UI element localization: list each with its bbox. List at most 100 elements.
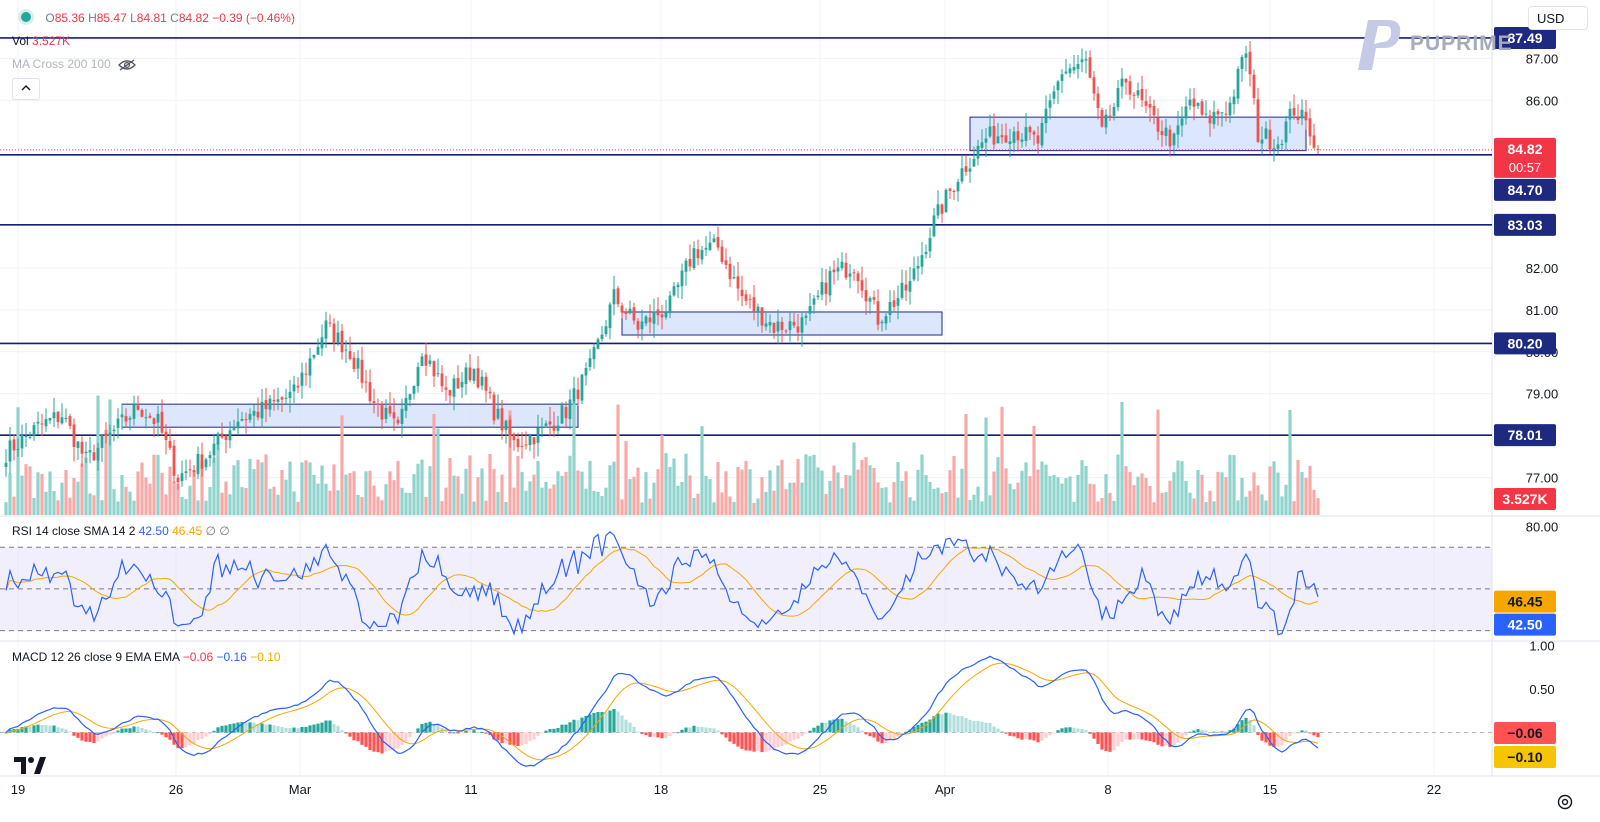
macd-histogram-bar <box>620 715 624 733</box>
macd-histogram-bar <box>88 732 92 742</box>
macd-histogram-bar <box>860 730 864 733</box>
macd-histogram-bar <box>284 727 288 733</box>
volume-bar <box>144 477 148 515</box>
volume-bar <box>748 469 752 515</box>
candle-body <box>1264 128 1268 139</box>
volume-bar <box>1176 460 1180 515</box>
volume-bar <box>692 497 696 515</box>
volume-bar <box>904 471 908 515</box>
candle-body <box>1132 94 1136 96</box>
candle-body <box>112 429 116 432</box>
volume-bar <box>116 501 120 515</box>
macd-histogram-bar <box>940 714 944 733</box>
time-tick-label: 11 <box>464 782 478 797</box>
candle-body <box>912 268 916 280</box>
macd-histogram-bar <box>1140 732 1144 740</box>
candle-body <box>1304 111 1308 121</box>
candle-body <box>452 378 456 397</box>
rsi-value-label: 42.50 <box>1507 617 1542 633</box>
macd-histogram-bar <box>720 732 724 735</box>
candle-body <box>932 215 936 237</box>
candle-body <box>652 311 656 324</box>
volume-bar <box>1028 476 1032 515</box>
candle-body <box>1288 108 1292 120</box>
volume-bar <box>528 481 532 515</box>
volume-bar <box>392 480 396 515</box>
macd-histogram-bar <box>224 725 228 733</box>
volume-value-label-bg <box>1494 488 1556 510</box>
tradingview-logo-icon[interactable] <box>14 754 46 776</box>
volume-bar <box>500 474 504 515</box>
macd-histogram-bar <box>268 724 272 733</box>
macd-histogram-bar <box>1044 732 1048 738</box>
macd-histogram-bar <box>672 732 676 734</box>
volume-bar <box>264 454 268 515</box>
volume-bar <box>1276 472 1280 515</box>
gear-icon[interactable] <box>1556 793 1574 811</box>
volume-bar <box>740 469 744 515</box>
volume-bar <box>276 494 280 515</box>
currency-selector[interactable]: USD <box>1528 6 1588 30</box>
candle-body <box>1192 98 1196 107</box>
macd-histogram-bar <box>412 732 416 734</box>
candle-body <box>884 316 888 324</box>
macd-histogram-bar <box>548 729 552 733</box>
macd-histogram-bar <box>288 728 292 733</box>
candle-body <box>212 443 216 456</box>
macd-histogram-bar <box>1216 731 1220 733</box>
candle-body <box>220 433 224 438</box>
volume-bar <box>92 495 96 515</box>
volume-bar <box>516 456 520 515</box>
eye-off-icon[interactable] <box>118 59 136 71</box>
candle-body <box>1052 91 1056 99</box>
volume-bar <box>424 496 428 515</box>
macd-histogram-bar <box>1064 727 1068 733</box>
horizontal-levels[interactable] <box>0 37 1492 436</box>
macd-histogram-bar <box>116 730 120 733</box>
volume-bar <box>1152 502 1156 515</box>
rsi-ma-value: 46.45 <box>172 524 203 538</box>
candle-body <box>732 277 736 279</box>
volume-bar <box>1200 474 1204 515</box>
macd-histogram-bar <box>616 711 620 733</box>
volume-bar <box>640 502 644 515</box>
macd-histogram-bar <box>1260 732 1264 741</box>
macd-histogram-bar <box>348 732 352 737</box>
volume-bar <box>936 487 940 515</box>
volume-bar <box>472 501 476 515</box>
candle-body <box>928 238 932 252</box>
macd-histogram-bar <box>876 732 880 742</box>
macd-signal-value: −0.10 <box>250 650 281 664</box>
macd-histogram-bar <box>1136 732 1140 739</box>
macd-histogram-bar <box>776 732 780 748</box>
candle-body <box>604 326 608 335</box>
volume-bar <box>204 500 208 515</box>
candle-body <box>344 349 348 351</box>
rsi-pane[interactable] <box>0 531 1492 636</box>
price-axis-labels: 87.49 83.03 80.20 78.01 84.82 00:57 84.70 3.527… <box>1494 26 1556 768</box>
candle-body <box>944 189 948 213</box>
current-price-label-bg <box>1494 137 1556 178</box>
candle-body <box>1068 68 1072 74</box>
macd-histogram-bar <box>608 710 612 733</box>
volume-bar <box>1192 498 1196 515</box>
macd-histogram-bar <box>1092 732 1096 739</box>
candle-body <box>76 441 80 448</box>
candle-body <box>580 374 584 401</box>
volume-bar <box>1272 461 1276 515</box>
ma-cross-legend[interactable]: MA Cross 200 100 <box>12 57 136 71</box>
candle-body <box>428 360 432 364</box>
collapse-legend-button[interactable] <box>12 78 40 100</box>
macd-histogram-bar <box>84 732 88 742</box>
macd-histogram-bar <box>968 719 972 733</box>
candle-body <box>712 238 716 243</box>
macd-histogram-bar <box>988 722 992 733</box>
macd-pane[interactable] <box>0 655 1492 767</box>
volume-bar <box>76 481 80 515</box>
candle-body <box>1176 125 1180 135</box>
volume-bar <box>408 493 412 515</box>
macd-tick-label: 0.50 <box>1529 682 1554 697</box>
puprime-logo-icon <box>1358 20 1401 70</box>
time-axis[interactable]: 19 26 Mar 11 18 25 Apr 8 15 22 <box>11 782 1441 797</box>
